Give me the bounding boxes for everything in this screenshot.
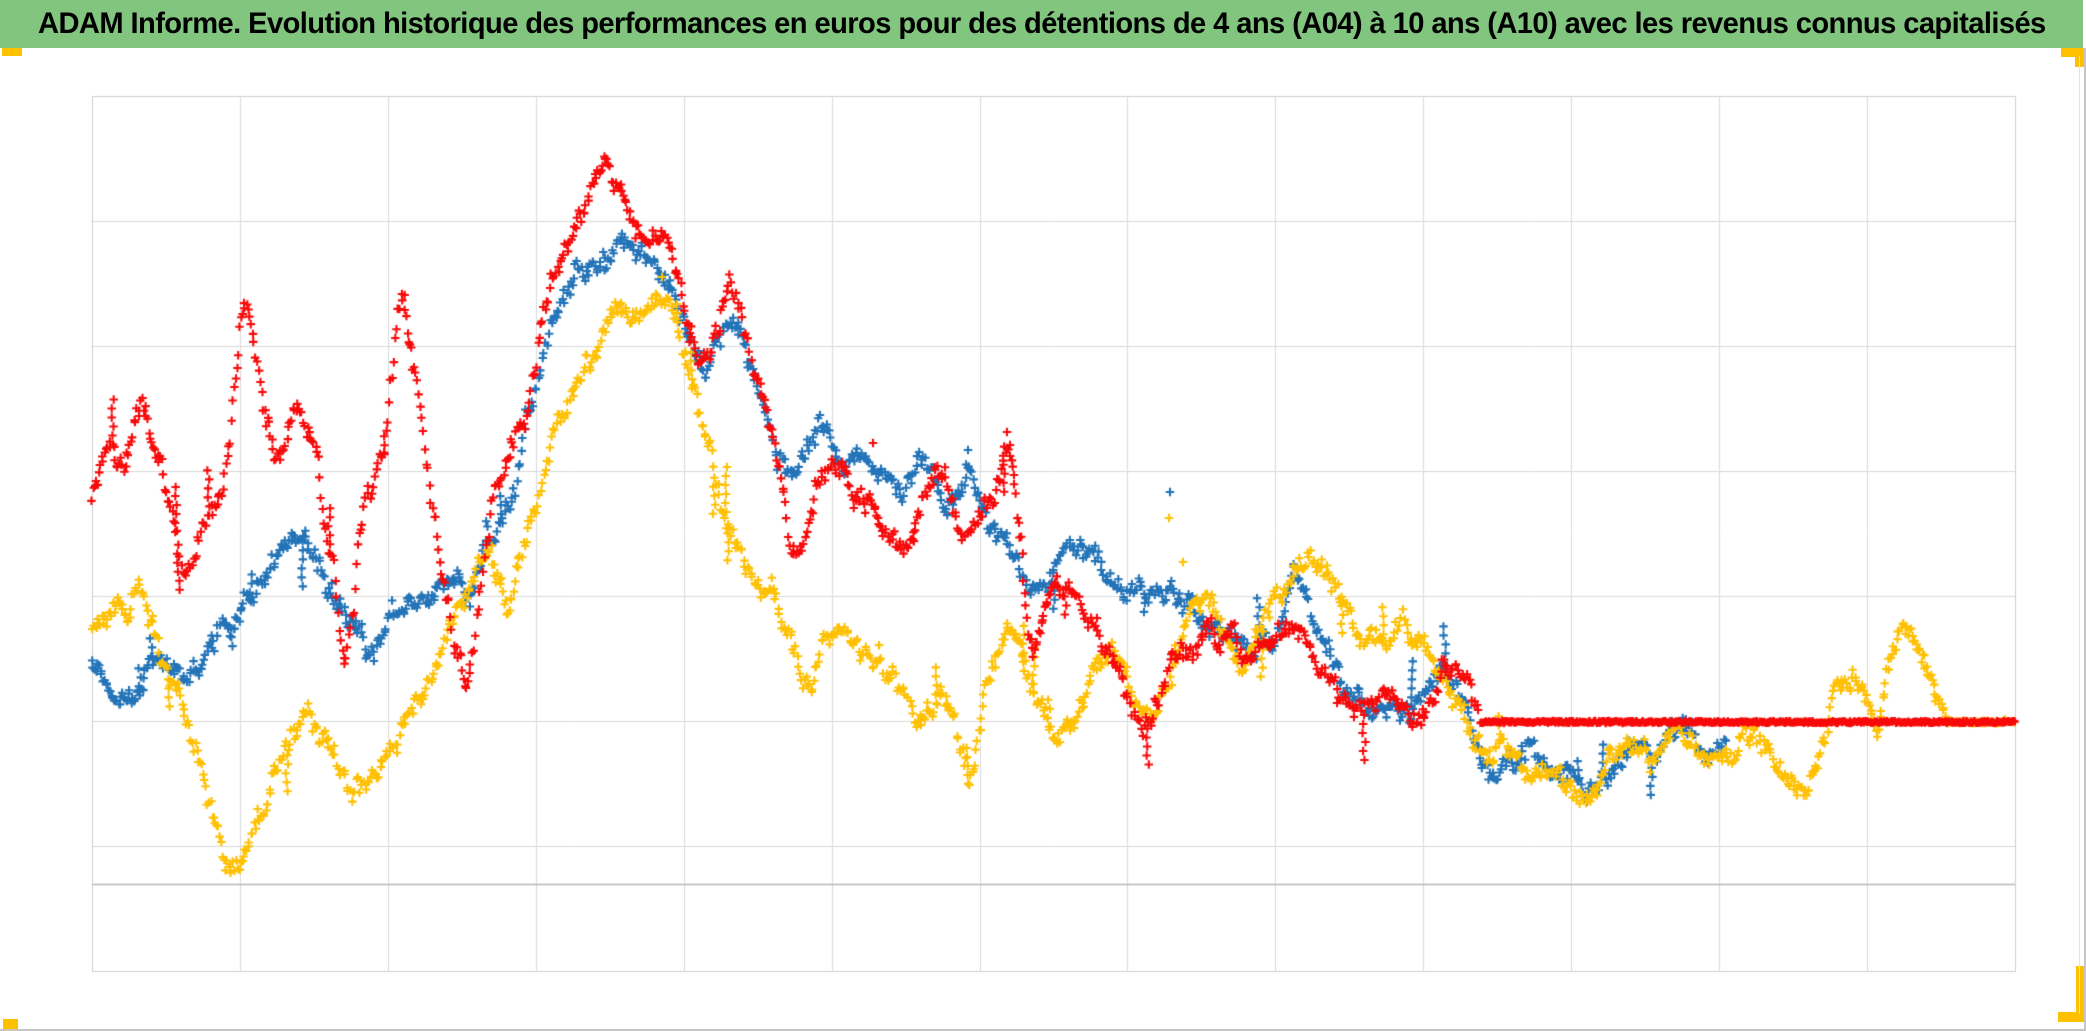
sheet-right-edge-line	[2084, 48, 2086, 1031]
selection-handle-bottom-left[interactable]	[3, 1019, 18, 1031]
sheet-bottom-edge-line	[0, 1029, 2086, 1031]
chart-object-right-border	[2079, 56, 2080, 1014]
chart-title: ADAM Informe. Evolution historique des p…	[37, 7, 2046, 40]
selection-handle-top-left[interactable]	[2, 48, 22, 56]
chart-title-bar: ADAM Informe. Evolution historique des p…	[0, 0, 2083, 48]
selection-handle-top-right[interactable]	[2061, 48, 2084, 67]
selection-handle-bottom-right[interactable]	[2058, 966, 2086, 1022]
